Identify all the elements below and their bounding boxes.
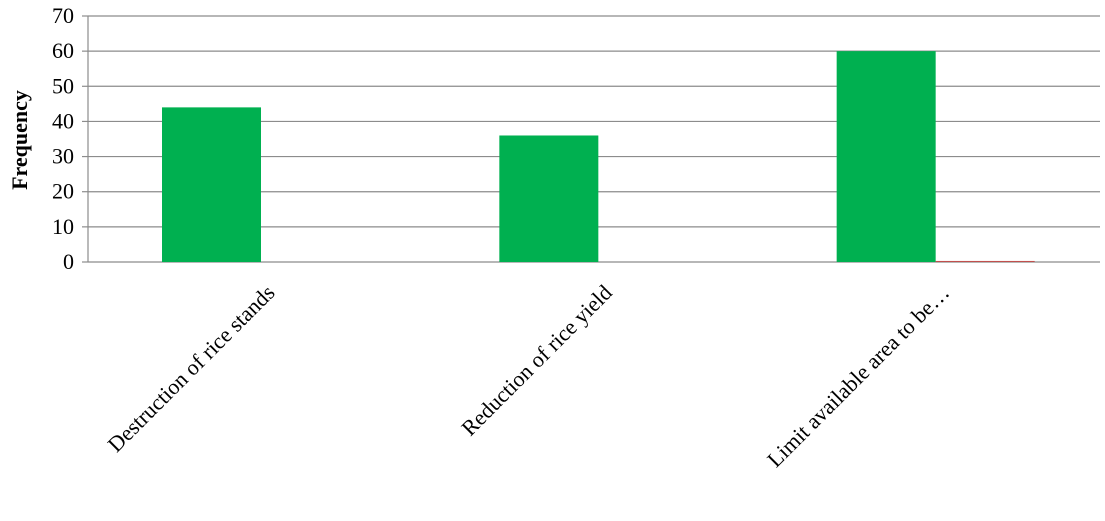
bar-2-3 xyxy=(935,260,1035,262)
bar-1-3 xyxy=(836,51,936,263)
x-tick-labels: Destruction of rice stands Reduction of r… xyxy=(102,280,954,472)
bar-1-1 xyxy=(162,107,261,262)
y-tick-label: 10 xyxy=(52,214,74,239)
x-tick-label: Reduction of rice yield xyxy=(456,280,617,441)
y-tick-label: 20 xyxy=(52,179,74,204)
axes xyxy=(82,15,89,263)
y-tick-label: 60 xyxy=(52,38,74,63)
bar-1-2 xyxy=(499,135,599,262)
y-tick-label: 50 xyxy=(52,73,74,98)
y-tick-label: 40 xyxy=(52,108,74,133)
x-tick-label: Destruction of rice stands xyxy=(102,280,279,457)
y-tick-labels: 0 10 20 30 40 50 60 70 xyxy=(52,3,74,274)
x-tick-label: Limit available area to be… xyxy=(762,280,954,472)
bars xyxy=(162,51,1035,263)
y-tick-label: 70 xyxy=(52,3,74,28)
y-tick-label: 0 xyxy=(63,249,74,274)
y-tick-label: 30 xyxy=(52,144,74,169)
y-axis-label: Frequency xyxy=(7,90,32,190)
